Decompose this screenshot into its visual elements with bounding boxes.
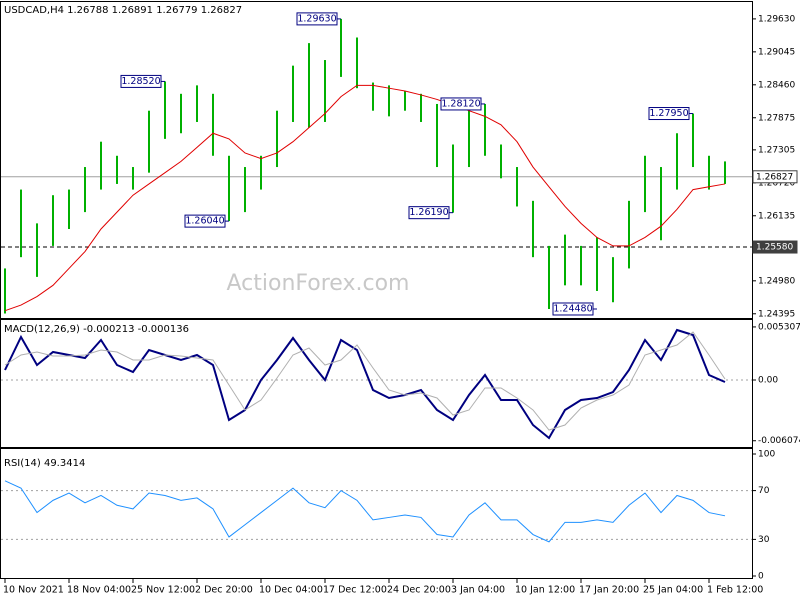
y-tick-label: 1.27305 xyxy=(758,145,795,155)
annotation-box xyxy=(120,74,162,88)
x-tick-label: 17 Dec 12:00 xyxy=(323,585,387,596)
x-tick-label: 10 Dec 04:00 xyxy=(259,585,323,596)
y-tick-label: 0.00 xyxy=(758,376,778,386)
y-tick-label: 1.26135 xyxy=(758,211,795,221)
annotation-box xyxy=(440,97,482,111)
price-level-box xyxy=(752,240,798,254)
y-tick-label: 1.28460 xyxy=(758,80,795,90)
x-tick-label: 24 Dec 20:00 xyxy=(387,585,451,596)
pane-title: RSI(14) 49.3414 xyxy=(4,458,85,469)
y-tick-label: 0.005307 xyxy=(758,322,800,332)
y-tick-label: 1.29045 xyxy=(758,47,795,57)
x-tick-label: 18 Nov 04:00 xyxy=(67,585,131,596)
watermark: ActionForex.com xyxy=(227,271,410,296)
y-tick-label: 1.24395 xyxy=(758,309,795,319)
annotation-label: 1.26040 xyxy=(185,216,224,227)
x-tick-label: 10 Jan 12:00 xyxy=(515,585,575,596)
price-level-label: 1.26827 xyxy=(756,172,793,182)
annotation-box xyxy=(552,302,594,316)
y-tick-label: 1.27875 xyxy=(758,113,795,123)
x-tick-label: 10 Nov 2021 xyxy=(3,585,64,596)
x-tick-label: 2 Dec 20:00 xyxy=(195,585,253,596)
x-tick-label: 3 Jan 04:00 xyxy=(451,585,505,596)
indicator-line xyxy=(4,480,726,543)
annotation-label: 1.28520 xyxy=(121,76,160,87)
x-tick-label: 25 Jan 04:00 xyxy=(643,585,703,596)
y-tick-label: 1.26720 xyxy=(758,178,795,188)
y-tick-label: 70 xyxy=(758,486,770,496)
annotation-label: 1.24480 xyxy=(553,303,592,314)
annotation-label: 1.27950 xyxy=(649,108,688,119)
pane-title: MACD(12,26,9) -0.000213 -0.000136 xyxy=(4,324,189,335)
moving-average xyxy=(4,84,726,312)
macd-pane-frame xyxy=(0,319,753,448)
indicator-line xyxy=(4,328,726,440)
x-tick-label: 1 Feb 12:00 xyxy=(707,585,763,596)
annotation-label: 1.29630 xyxy=(297,13,336,24)
pane-title: USDCAD,H4 1.26788 1.26891 1.26779 1.2682… xyxy=(4,5,242,16)
annotation-label: 1.28120 xyxy=(441,98,480,109)
y-tick-label: 0 xyxy=(758,572,764,582)
y-tick-label: 1.24980 xyxy=(758,276,795,286)
annotation-box xyxy=(296,12,338,26)
y-tick-label: 1.29630 xyxy=(758,14,795,24)
y-tick-label: -0.006074 xyxy=(758,436,800,446)
annotation-box xyxy=(408,206,450,220)
x-tick-label: 17 Jan 20:00 xyxy=(579,585,639,596)
annotation-label: 1.26190 xyxy=(409,207,448,218)
price-level-box xyxy=(752,170,798,184)
y-tick-label: 100 xyxy=(758,450,775,460)
rsi-pane-frame xyxy=(0,448,753,579)
annotation-box xyxy=(184,214,226,228)
annotation-box xyxy=(648,107,690,121)
price-pane-frame xyxy=(0,1,753,319)
price-level-label: 1.25580 xyxy=(756,243,793,253)
y-tick-label: 30 xyxy=(758,535,770,545)
x-tick-label: 25 Nov 12:00 xyxy=(131,585,195,596)
indicator-line xyxy=(4,331,726,431)
